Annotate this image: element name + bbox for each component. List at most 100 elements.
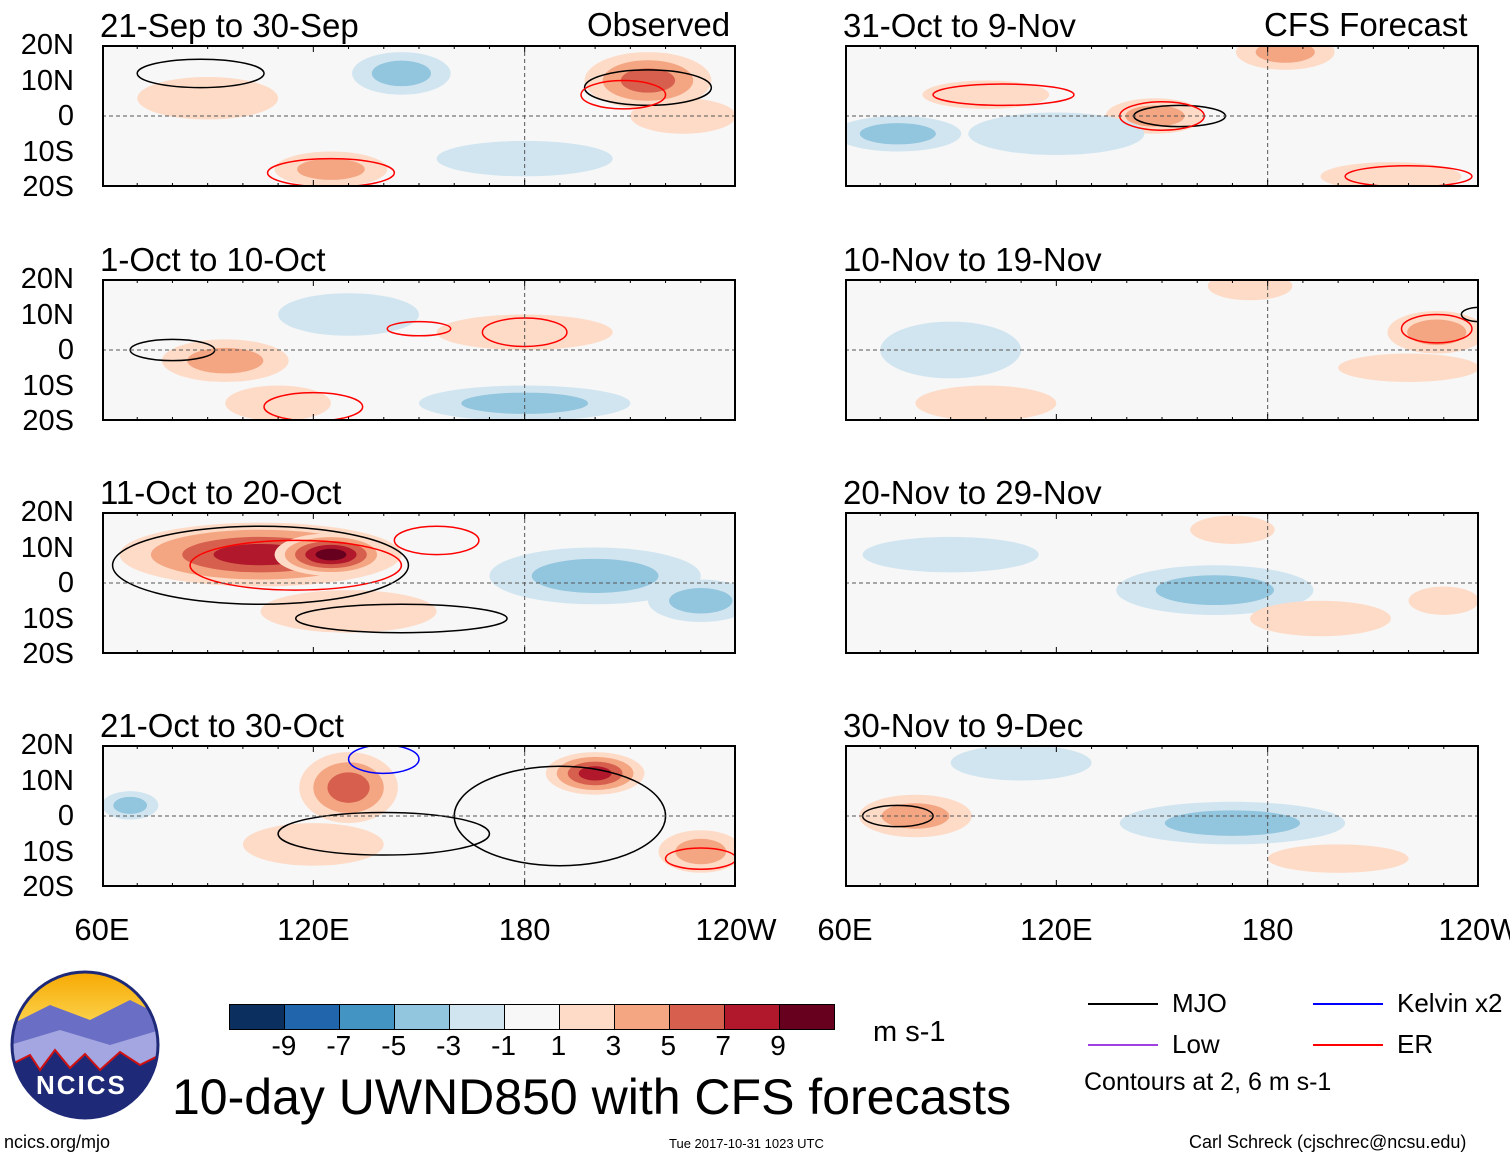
colorbar-swatch <box>725 1005 780 1029</box>
lon-label: 180 <box>498 912 551 947</box>
lat-label: 0 <box>57 567 74 599</box>
lat-label: 10N <box>20 764 74 797</box>
panel-frame <box>845 512 1479 654</box>
lat-label: 0 <box>57 100 74 132</box>
map-panel <box>845 512 1479 654</box>
anomaly-shading <box>1190 515 1275 544</box>
anomaly-shading <box>915 385 1057 421</box>
lat-label: 20S <box>22 171 74 203</box>
anomaly-shading <box>531 558 659 593</box>
panel-title: 10-Nov to 19-Nov <box>843 241 1102 278</box>
wave-contour <box>347 745 420 775</box>
panel-title: 20-Nov to 29-Nov <box>843 474 1102 511</box>
anomaly-shading <box>1267 844 1409 873</box>
wave-contour <box>386 320 452 337</box>
colorbar-tick: 1 <box>550 1030 567 1061</box>
ncics-logo <box>10 970 160 1120</box>
lat-label: 10N <box>20 64 74 97</box>
panel-frame <box>845 745 1479 887</box>
colorbar-tick: 3 <box>605 1030 622 1061</box>
colorbar-tick: -9 <box>271 1030 297 1061</box>
lat-label: 10S <box>22 135 74 168</box>
wave-contour <box>580 79 667 110</box>
colorbar-swatch <box>395 1005 450 1029</box>
panel-title: 30-Nov to 9-Dec <box>843 707 1084 744</box>
panel-title: 31-Oct to 9-Nov <box>843 7 1076 44</box>
anomaly-shading <box>371 60 431 87</box>
anomaly-shading <box>859 123 936 145</box>
anomaly-shading <box>278 293 419 336</box>
legend-label: ER <box>1397 1029 1434 1059</box>
anomaly-shading <box>1207 279 1293 301</box>
lat-label: 20S <box>22 405 74 437</box>
lon-label: 60E <box>817 912 873 947</box>
colorbar-tick: -5 <box>381 1030 407 1061</box>
wave-contour <box>277 811 491 856</box>
wave-contour <box>1400 313 1473 344</box>
anomaly-shading <box>862 536 1039 573</box>
panel-frame <box>102 45 736 187</box>
anomaly-shading <box>1408 586 1479 615</box>
map-panel <box>845 45 1479 187</box>
lat-label: 10N <box>20 531 74 564</box>
anomaly-shading <box>315 548 347 561</box>
footer-url: ncics.org/mjo <box>4 1132 111 1152</box>
contour-note: Contours at 2, 6 m s-1 <box>1084 1068 1332 1096</box>
anomaly-shading <box>1250 600 1391 637</box>
colorbar-tick: 7 <box>715 1030 731 1061</box>
lon-label: 180 <box>1241 912 1294 947</box>
map-panel <box>845 279 1479 421</box>
lat-label: 0 <box>57 800 74 832</box>
legend-line-kelvin-x2 <box>1313 1003 1383 1005</box>
lat-label: 20N <box>20 263 74 295</box>
anomaly-shading <box>297 158 365 180</box>
colorbar <box>229 1004 835 1030</box>
anomaly-shading <box>675 838 727 865</box>
lon-label: 60E <box>74 912 130 947</box>
panel-title: 11-Oct to 20-Oct <box>100 474 342 511</box>
colorbar-tick: -3 <box>436 1030 462 1061</box>
map-panel <box>102 512 736 654</box>
lat-label: 20N <box>20 29 74 61</box>
wave-contour <box>1344 164 1473 187</box>
anomaly-shading <box>137 76 279 120</box>
panel-frame <box>102 279 736 421</box>
anomaly-shading <box>113 796 148 814</box>
map-panel <box>102 45 736 187</box>
wave-contour <box>263 391 364 421</box>
panel-frame <box>102 512 736 654</box>
colorbar-swatch <box>780 1005 834 1029</box>
panel-title: 1-Oct to 10-Oct <box>100 241 326 278</box>
anomaly-shading <box>1338 353 1479 382</box>
lon-label: 120E <box>277 912 350 947</box>
wave-contour <box>393 525 480 556</box>
anomaly-shading <box>620 68 676 93</box>
footer-credit: Carl Schreck (cjschrec@ncsu.edu) <box>1189 1132 1467 1152</box>
legend-label: Low <box>1172 1029 1220 1059</box>
footer-timestamp: Tue 2017-10-31 1023 UTC <box>669 1136 824 1151</box>
panel-frame <box>845 279 1479 421</box>
wave-contour <box>481 317 568 348</box>
legend-label: MJO <box>1172 988 1227 1018</box>
main-title: 10-day UWND850 with CFS forecasts <box>172 1069 1012 1125</box>
lat-label: 10N <box>20 298 74 331</box>
wave-contour <box>189 539 403 591</box>
anomaly-shading <box>1320 162 1462 187</box>
colorbar-tick: -1 <box>491 1030 516 1061</box>
lat-label: 20S <box>22 871 74 903</box>
anomaly-shading <box>950 745 1092 781</box>
anomaly-shading <box>225 385 331 421</box>
lat-label: 10S <box>22 835 74 868</box>
legend-line-er <box>1313 1044 1383 1046</box>
colorbar-swatch <box>450 1005 505 1029</box>
colorbar-tick: 5 <box>660 1030 677 1061</box>
legend-line-low <box>1088 1044 1158 1046</box>
observed-header: Observed <box>587 6 731 43</box>
lon-label: 120W <box>1438 912 1510 947</box>
lon-label: 120W <box>695 912 777 947</box>
anomaly-shading <box>1407 319 1467 346</box>
wave-contour <box>111 525 410 606</box>
panel-title: 21-Oct to 30-Oct <box>100 707 344 744</box>
anomaly-shading <box>968 112 1145 156</box>
